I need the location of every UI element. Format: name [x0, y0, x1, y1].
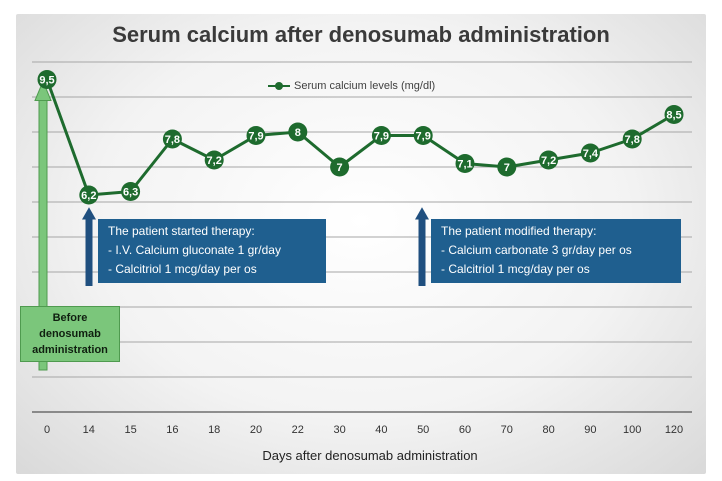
therapy-modified-annotation: The patient modified therapy: - Calcium …	[431, 219, 681, 283]
data-label: 6,3	[123, 187, 138, 199]
data-point	[79, 185, 99, 205]
data-point	[37, 70, 57, 89]
x-tick-label: 60	[459, 424, 471, 436]
x-tick-label: 0	[44, 424, 50, 436]
data-label: 7,8	[625, 134, 640, 146]
therapy-modified-line-2: - Calcitriol 1 mcg/day per os	[441, 262, 590, 276]
data-point	[664, 105, 684, 124]
x-tick-label: 15	[124, 424, 136, 436]
chart-title: Serum calcium after denosumab administra…	[112, 22, 610, 47]
data-point	[288, 122, 308, 142]
x-tick-label: 50	[417, 424, 429, 436]
before-label-line-2: denosumab	[39, 328, 101, 340]
data-label: 7,9	[374, 131, 389, 143]
data-label: 7,4	[583, 148, 599, 160]
x-tick-label: 14	[83, 424, 95, 436]
x-axis-label: Days after denosumab administration	[262, 448, 478, 463]
data-label: 8,5	[666, 110, 681, 122]
data-point	[246, 126, 266, 145]
series-line	[45, 78, 675, 197]
data-label: 7,9	[248, 131, 263, 143]
data-label: 7	[504, 162, 510, 174]
therapy-modified-arrow-shaft	[418, 219, 426, 286]
x-tick-label: 16	[166, 424, 178, 436]
data-label: 6,2	[81, 190, 96, 202]
data-point	[622, 129, 642, 149]
data-label: 8	[295, 127, 301, 139]
x-tick-label: 40	[375, 424, 387, 436]
x-tick-label: 18	[208, 424, 220, 436]
therapy-modified-arrow-head-icon	[415, 207, 429, 220]
therapy-start-annotation: The patient started therapy: - I.V. Calc…	[98, 219, 326, 283]
data-point	[497, 157, 517, 177]
therapy-modified-title: The patient modified therapy:	[441, 224, 597, 238]
x-tick-label: 90	[584, 424, 596, 436]
x-tick-label: 20	[250, 424, 262, 436]
legend-label: Serum calcium levels (mg/dl)	[294, 80, 436, 92]
x-tick-label: 30	[333, 424, 345, 436]
x-tick-label: 100	[623, 424, 641, 436]
data-point	[580, 143, 600, 163]
before-arrow-head-icon	[34, 79, 52, 101]
data-point	[539, 150, 559, 170]
before-label-line-3: administration	[32, 344, 108, 356]
therapy-start-line-2: - Calcitriol 1 mcg/day per os	[108, 262, 257, 276]
therapy-modified-line-1: - Calcium carbonate 3 gr/day per os	[441, 243, 632, 257]
data-point	[371, 126, 391, 145]
data-label: 7,1	[457, 159, 472, 171]
therapy-start-arrow-shaft	[85, 219, 93, 286]
legend-line-marker-icon	[268, 81, 290, 91]
data-label: 7,2	[541, 155, 556, 167]
therapy-start-line-1: - I.V. Calcium gluconate 1 gr/day	[108, 243, 281, 257]
data-point	[162, 129, 182, 149]
legend: Serum calcium levels (mg/dl)	[268, 80, 435, 92]
therapy-start-arrow-head-icon	[82, 207, 96, 220]
data-label: 7,9	[416, 131, 431, 143]
x-tick-label: 70	[501, 424, 513, 436]
before-label-line-1: Before	[52, 312, 88, 324]
data-point	[413, 126, 433, 145]
before-denosumab-box: Before denosumab administration	[20, 306, 120, 362]
data-point	[121, 182, 141, 201]
data-label: 9,5	[39, 75, 54, 87]
x-tick-label: 80	[542, 424, 554, 436]
data-label: 7,8	[165, 134, 180, 146]
data-label: 7,2	[207, 155, 222, 167]
x-tick-label: 120	[665, 424, 683, 436]
therapy-start-title: The patient started therapy:	[108, 224, 255, 238]
data-point	[455, 154, 475, 173]
data-point	[204, 150, 224, 170]
data-label: 7	[337, 162, 343, 174]
data-point	[330, 157, 350, 177]
x-tick-label: 22	[292, 424, 304, 436]
